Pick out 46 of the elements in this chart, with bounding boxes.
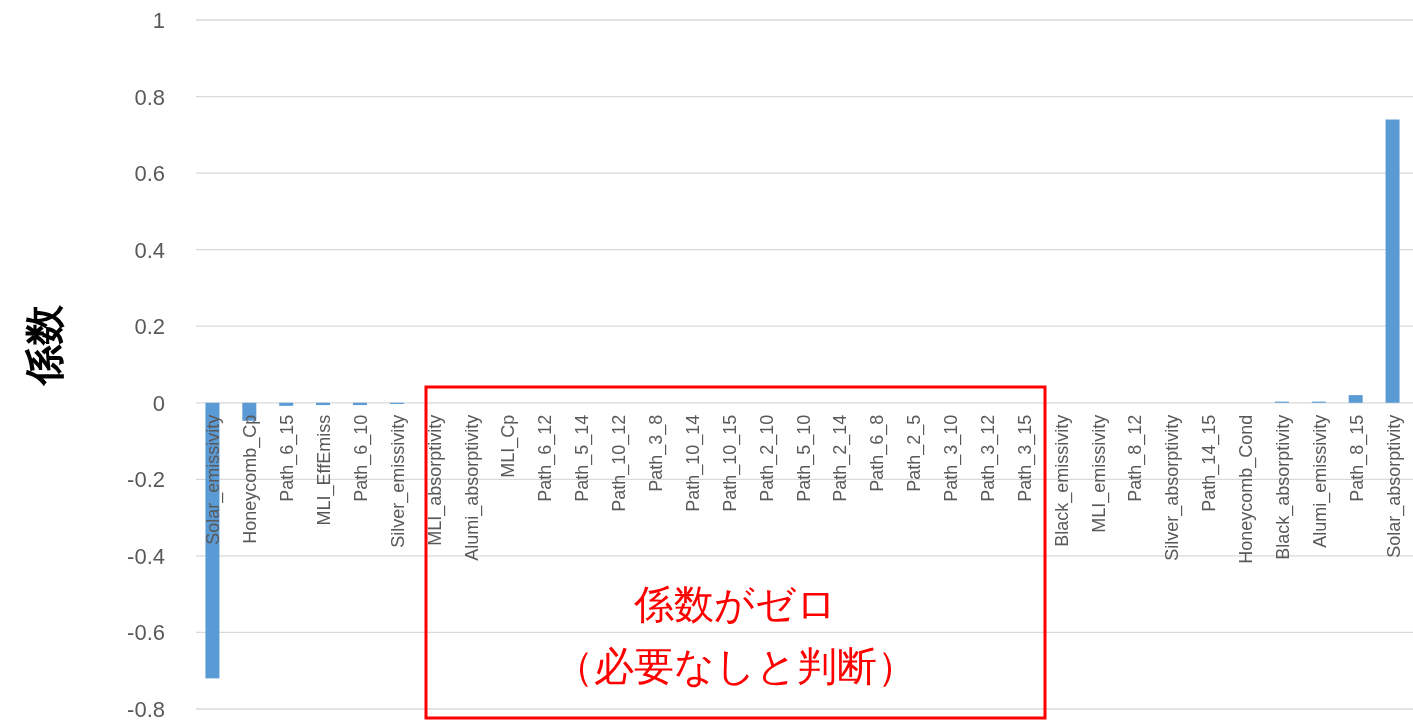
y-tick-label: 1 xyxy=(152,8,165,33)
y-tick-label: 0.2 xyxy=(134,314,165,340)
y-tick-label: 0.4 xyxy=(134,237,165,263)
x-tick-label: MLI_absorptivity xyxy=(424,414,446,546)
x-tick-label: Path_2_14 xyxy=(830,414,852,502)
x-tick-label: Silver_emissivity xyxy=(387,414,409,548)
x-tick-label: Path_6_12 xyxy=(535,414,557,502)
x-tick-label: Path_2_10 xyxy=(756,414,778,502)
x-tick-label: Honeycomb_Cond xyxy=(1236,414,1258,564)
y-tick-label: 0.8 xyxy=(134,84,165,110)
x-tick-label: Path_8_15 xyxy=(1346,414,1368,502)
x-tick-label: Path_3_15 xyxy=(1014,414,1036,502)
x-tick-label: Path_10_14 xyxy=(682,414,704,512)
x-tick-label: MLI_Cp xyxy=(498,414,520,478)
x-tick-label: Path_8_12 xyxy=(1125,414,1147,502)
x-tick-label: Path_10_15 xyxy=(719,414,741,512)
x-tick-label: Silver_absorptivity xyxy=(1162,414,1184,561)
x-tick-label: Path_2_5 xyxy=(904,414,926,492)
y-tick-label: -0.4 xyxy=(127,543,165,569)
x-tick-label: Black_emissivity xyxy=(1051,414,1073,547)
annotation: 係数がゼロ xyxy=(632,582,837,626)
y-tick-label: -0.6 xyxy=(127,620,165,646)
x-tick-label: Path_3_12 xyxy=(977,414,999,502)
x-tick-label: Path_3_8 xyxy=(645,414,667,492)
y-tick-label: 0.6 xyxy=(134,161,165,187)
x-tick-label: Path_6_15 xyxy=(277,414,299,502)
x-tick-label: Path_10_12 xyxy=(609,414,631,512)
x-tick-label: Path_5_10 xyxy=(793,414,815,502)
x-tick-label: Path_5_14 xyxy=(572,414,594,502)
x-tick-label: Black_absorptivity xyxy=(1272,414,1294,560)
x-tick-label: MLI_emissivity xyxy=(1088,414,1110,533)
x-tick-label: Path_6_8 xyxy=(867,414,889,492)
x-tick-label: Path_3_10 xyxy=(941,414,963,502)
x-tick-label: MLI_EffEmiss xyxy=(314,414,336,526)
x-tick-label: Alumi_emissivity xyxy=(1309,414,1331,548)
x-tick-label: Honeycomb_Cp xyxy=(240,414,262,544)
y-axis-title: 係数 xyxy=(22,304,66,387)
x-tick-label: Path_6_10 xyxy=(350,414,372,502)
x-tick-label: Alumi_absorptivity xyxy=(461,414,483,561)
y-tick-label: -0.2 xyxy=(127,467,165,493)
y-tick-label: 0 xyxy=(152,390,165,416)
annotation: （必要なしと判断） xyxy=(553,644,917,688)
x-tick-label: Solar_emissivity xyxy=(203,414,225,545)
x-tick-label: Solar_absorptivity xyxy=(1383,414,1405,558)
x-tick-label: Path_14_15 xyxy=(1199,414,1221,512)
y-tick-label: -0.8 xyxy=(127,697,165,721)
